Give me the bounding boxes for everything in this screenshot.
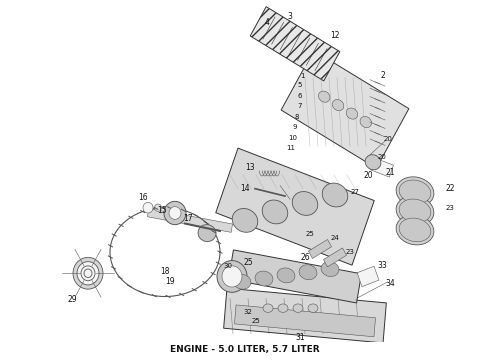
Ellipse shape	[332, 100, 344, 111]
Ellipse shape	[277, 268, 295, 283]
Text: 5: 5	[298, 82, 302, 88]
Text: 2: 2	[381, 71, 385, 80]
Bar	[228, 250, 362, 303]
Ellipse shape	[154, 204, 162, 211]
Ellipse shape	[198, 225, 216, 242]
Bar	[235, 305, 375, 337]
Text: 15: 15	[157, 206, 167, 215]
Text: 10: 10	[289, 135, 297, 141]
Ellipse shape	[308, 304, 318, 312]
Ellipse shape	[365, 155, 381, 170]
Ellipse shape	[292, 192, 318, 215]
Ellipse shape	[143, 202, 153, 213]
Text: 8: 8	[295, 114, 299, 120]
Text: 29: 29	[67, 295, 77, 304]
Ellipse shape	[233, 274, 251, 289]
Ellipse shape	[164, 201, 186, 225]
Text: 26: 26	[300, 253, 310, 262]
Text: 23: 23	[445, 205, 454, 211]
Text: 12: 12	[330, 31, 340, 40]
Text: 17: 17	[183, 214, 193, 223]
Text: 30: 30	[223, 263, 232, 269]
Text: 7: 7	[298, 103, 302, 109]
Text: 32: 32	[244, 309, 252, 315]
Ellipse shape	[169, 207, 181, 219]
Ellipse shape	[81, 266, 95, 281]
Text: 25: 25	[243, 258, 253, 267]
Text: 31: 31	[295, 333, 305, 342]
Ellipse shape	[318, 91, 330, 102]
Text: 22: 22	[445, 184, 455, 193]
Ellipse shape	[293, 304, 303, 312]
Ellipse shape	[396, 215, 434, 245]
Text: 20: 20	[378, 154, 387, 160]
Ellipse shape	[278, 304, 288, 312]
Bar	[323, 248, 346, 267]
Ellipse shape	[399, 199, 431, 223]
Text: 13: 13	[245, 163, 255, 172]
Bar	[281, 50, 409, 168]
Text: 4: 4	[265, 18, 270, 27]
Text: 16: 16	[138, 193, 148, 202]
Bar	[250, 6, 340, 81]
Ellipse shape	[321, 262, 339, 276]
Ellipse shape	[322, 183, 348, 207]
Text: 3: 3	[288, 12, 293, 21]
Text: 19: 19	[165, 277, 175, 286]
Text: 24: 24	[331, 235, 340, 241]
Text: 25: 25	[252, 318, 260, 324]
Bar	[357, 266, 379, 287]
Text: 20: 20	[363, 171, 373, 180]
Text: ENGINE - 5.0 LITER, 5.7 LITER: ENGINE - 5.0 LITER, 5.7 LITER	[170, 345, 320, 354]
Text: 1: 1	[300, 72, 304, 78]
Text: 33: 33	[377, 261, 387, 270]
Text: 11: 11	[287, 145, 295, 152]
Bar	[223, 288, 386, 343]
Ellipse shape	[263, 304, 273, 312]
Ellipse shape	[396, 177, 434, 207]
Ellipse shape	[396, 196, 434, 226]
Ellipse shape	[299, 265, 317, 280]
Ellipse shape	[77, 262, 99, 285]
Ellipse shape	[222, 266, 242, 287]
Text: 6: 6	[298, 93, 302, 99]
Text: 23: 23	[345, 249, 354, 255]
Bar	[370, 158, 393, 177]
Ellipse shape	[399, 180, 431, 204]
Ellipse shape	[217, 261, 247, 292]
Text: 27: 27	[350, 189, 360, 195]
Ellipse shape	[360, 117, 371, 127]
Ellipse shape	[262, 200, 288, 224]
Bar	[216, 148, 374, 265]
Text: 25: 25	[306, 231, 315, 237]
Text: 21: 21	[385, 168, 395, 177]
Ellipse shape	[84, 269, 92, 278]
Text: 20: 20	[384, 136, 392, 142]
Text: 34: 34	[385, 279, 395, 288]
Ellipse shape	[73, 257, 103, 289]
Ellipse shape	[255, 271, 273, 286]
Text: 18: 18	[160, 267, 170, 276]
Ellipse shape	[399, 218, 431, 242]
Text: 9: 9	[293, 124, 297, 130]
Text: 14: 14	[240, 184, 250, 193]
Bar	[309, 239, 332, 258]
Ellipse shape	[232, 208, 258, 232]
Bar	[147, 208, 233, 232]
Ellipse shape	[346, 108, 358, 119]
